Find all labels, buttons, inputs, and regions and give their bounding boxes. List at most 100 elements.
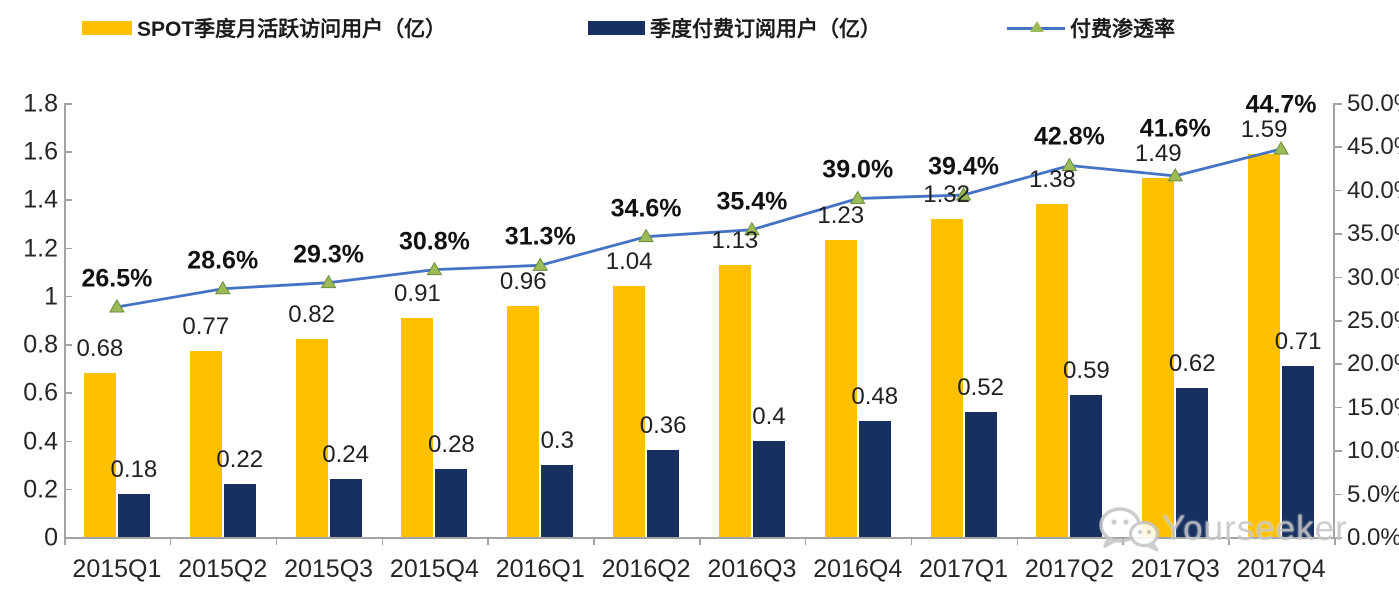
x-axis-tick xyxy=(699,537,701,545)
y-axis-left-tick-label: 0.2 xyxy=(23,475,58,504)
subs-bar xyxy=(1176,387,1209,537)
legend-label-subs: 季度付费订阅用户（亿） xyxy=(650,18,881,41)
x-axis-tick xyxy=(169,537,172,545)
mau-bar-swatch-icon xyxy=(82,21,132,35)
mau-value-label: 0.68 xyxy=(76,335,124,363)
y-axis-right-tick xyxy=(1333,276,1342,279)
y-axis-right-tick-label: 15.0% xyxy=(1347,393,1399,421)
x-axis-category-label: 2015Q1 xyxy=(72,555,162,583)
y-axis-right-tick-label: 25.0% xyxy=(1347,307,1399,334)
legend-item-subs: 季度付费订阅用户（亿） xyxy=(588,13,881,43)
x-axis-tick xyxy=(381,537,383,545)
mau-bar xyxy=(295,339,328,537)
penetration-marker-icon xyxy=(426,261,443,276)
mau-value-label: 1.23 xyxy=(817,202,865,230)
penetration-line xyxy=(116,147,1282,309)
x-axis-tick xyxy=(1334,537,1336,545)
mau-bar xyxy=(189,351,222,537)
y-axis-left xyxy=(64,103,66,537)
x-axis-category-label: 2016Q3 xyxy=(707,555,797,583)
penetration-percent-label: 39.4% xyxy=(928,152,1000,181)
x-axis-tick xyxy=(1016,537,1018,545)
mau-value-label: 1.59 xyxy=(1240,115,1288,143)
y-axis-left-tick-label: 0.4 xyxy=(23,427,58,456)
subs-value-label: 0.36 xyxy=(639,412,687,440)
subs-bar xyxy=(117,493,150,537)
penetration-percent-label: 39.0% xyxy=(822,155,894,184)
y-axis-right-tick-label: 50.0% xyxy=(1347,90,1399,117)
x-axis-category-label: 2016Q4 xyxy=(813,555,903,583)
watermark-text: Yourseeker xyxy=(1162,509,1348,548)
subs-bar xyxy=(223,483,256,537)
y-axis-right-tick xyxy=(1333,189,1342,192)
mau-value-label: 0.77 xyxy=(182,313,230,341)
subs-value-label: 0.52 xyxy=(957,373,1004,401)
y-axis-right-tick-label: 35.0% xyxy=(1347,220,1399,248)
penetration-marker-icon xyxy=(320,274,337,289)
watermark: Yourseeker xyxy=(1096,506,1348,552)
penetration-percent-label: 30.8% xyxy=(398,227,470,256)
mau-bar xyxy=(507,305,540,537)
x-axis-category-label: 2016Q2 xyxy=(601,555,691,583)
y-axis-left-tick xyxy=(64,344,72,346)
penetration-percent-label: 44.7% xyxy=(1245,90,1317,119)
x-axis-category-label: 2017Q4 xyxy=(1236,555,1326,583)
subs-bar xyxy=(435,469,468,537)
mau-value-label: 1.32 xyxy=(923,180,970,208)
penetration-marker-icon xyxy=(638,228,654,243)
y-axis-right-tick-label: 20.0% xyxy=(1347,350,1399,378)
y-axis-left-tick-label: 1 xyxy=(44,282,58,311)
y-axis-right-tick-label: 40.0% xyxy=(1347,176,1399,204)
y-axis-right-tick xyxy=(1333,363,1342,365)
subs-value-label: 0.28 xyxy=(428,431,475,459)
legend-item-penetration: 付费渗透率 xyxy=(1007,13,1175,43)
subs-bar xyxy=(964,411,997,537)
line-marker-swatch-icon xyxy=(1007,20,1065,36)
y-axis-right-tick-label: 10.0% xyxy=(1347,437,1399,465)
wechat-icon xyxy=(1099,507,1160,552)
mau-value-label: 1.13 xyxy=(711,226,759,254)
y-axis-left-tick xyxy=(64,151,72,153)
subs-value-label: 0.62 xyxy=(1168,349,1216,377)
y-axis-left-tick-label: 0 xyxy=(44,523,58,552)
y-axis-right-tick xyxy=(1333,233,1342,235)
mau-bar xyxy=(401,317,434,537)
y-axis-right-tick-label: 30.0% xyxy=(1347,263,1399,291)
y-axis-left-tick xyxy=(64,488,72,491)
subs-bar-swatch-icon xyxy=(588,21,645,35)
subs-bar xyxy=(752,440,785,537)
subs-value-label: 0.59 xyxy=(1063,356,1110,384)
y-axis-left-tick-label: 1.8 xyxy=(23,89,58,118)
subs-bar xyxy=(329,479,362,537)
y-axis-left-tick-label: 1.6 xyxy=(23,137,58,166)
y-axis-left-tick xyxy=(64,295,72,298)
subs-bar xyxy=(1070,394,1103,537)
penetration-percent-label: 29.3% xyxy=(293,240,365,269)
mau-bar xyxy=(718,264,751,537)
y-axis-left-tick xyxy=(64,440,72,443)
y-axis-right-tick xyxy=(1333,450,1342,452)
x-axis-tick xyxy=(804,537,807,545)
y-axis-left-tick xyxy=(64,392,72,394)
penetration-percent-label: 42.8% xyxy=(1033,122,1105,151)
y-axis-right-tick xyxy=(1333,103,1342,105)
legend-label-penetration: 付费渗透率 xyxy=(1070,18,1175,41)
mau-bar xyxy=(83,373,116,537)
legend-label-mau: SPOT季度月活跃访问用户（亿） xyxy=(137,18,447,41)
y-axis-right-tick xyxy=(1333,146,1342,148)
penetration-marker-icon xyxy=(214,280,231,295)
x-axis-category-label: 2017Q2 xyxy=(1024,555,1114,583)
subs-bar xyxy=(647,450,680,537)
subs-bar xyxy=(1282,365,1315,537)
x-axis-tick xyxy=(910,537,913,545)
x-axis-category-label: 2016Q1 xyxy=(495,555,585,583)
x-axis-tick xyxy=(593,537,595,545)
mau-value-label: 0.82 xyxy=(288,301,335,329)
y-axis-right-tick-label: 5.0% xyxy=(1347,480,1399,508)
y-axis-right-tick xyxy=(1333,406,1342,409)
subs-value-label: 0.22 xyxy=(216,445,264,473)
subs-bar xyxy=(541,464,574,537)
x-axis-category-label: 2015Q2 xyxy=(178,555,268,583)
x-axis-tick xyxy=(64,537,66,545)
